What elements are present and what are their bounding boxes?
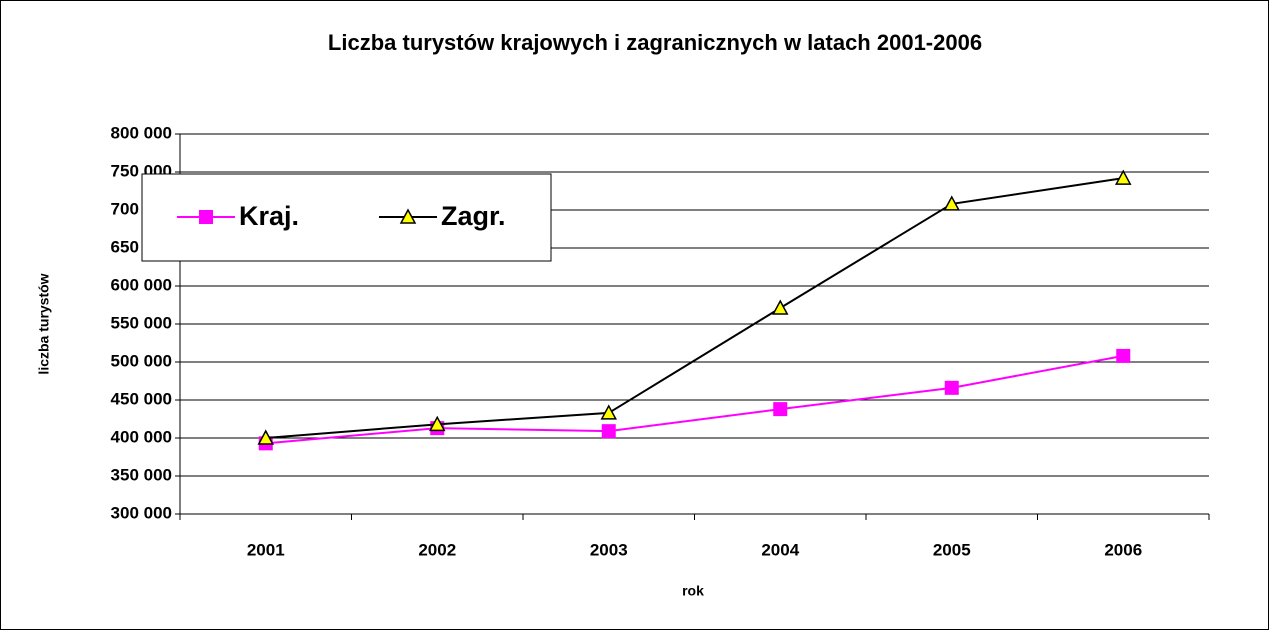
- marker: [1114, 169, 1132, 185]
- marker: [943, 195, 961, 211]
- y-axis-label: liczba turystów: [36, 273, 52, 374]
- marker: [601, 424, 616, 439]
- y-tick-label: 500 000: [111, 351, 172, 370]
- y-tick-label: 550 000: [111, 313, 172, 332]
- x-tick-label: 2001: [247, 540, 285, 559]
- x-tick-label: 2006: [1104, 540, 1142, 559]
- legend: Kraj. Zagr.: [141, 173, 552, 262]
- series-line: [265, 354, 1124, 445]
- marker: [771, 299, 789, 315]
- x-tick-label: 2003: [590, 540, 628, 559]
- series-line: [265, 177, 1124, 439]
- marker: [1116, 348, 1131, 363]
- marker: [773, 402, 788, 417]
- y-tick-label: 350 000: [111, 465, 172, 484]
- marker: [399, 208, 417, 224]
- marker: [600, 404, 618, 420]
- y-tick-label: 450 000: [111, 389, 172, 408]
- chart-title: Liczba turystów krajowych i zagranicznyc…: [328, 30, 982, 55]
- x-tick-label: 2004: [761, 540, 799, 559]
- y-tick-label: 400 000: [111, 427, 172, 446]
- marker: [944, 380, 959, 395]
- y-tick-label: 600 000: [111, 275, 172, 294]
- x-axis-label: rok: [682, 583, 704, 599]
- y-tick-label: 800 000: [111, 123, 172, 142]
- y-tick-label: 300 000: [111, 503, 172, 522]
- marker: [428, 415, 446, 432]
- marker: [199, 210, 213, 224]
- x-tick-label: 2002: [418, 540, 456, 559]
- x-tick-label: 2005: [933, 540, 971, 559]
- marker: [257, 429, 275, 445]
- legend-label: Zagr.: [441, 201, 506, 231]
- legend-label: Kraj.: [239, 201, 299, 231]
